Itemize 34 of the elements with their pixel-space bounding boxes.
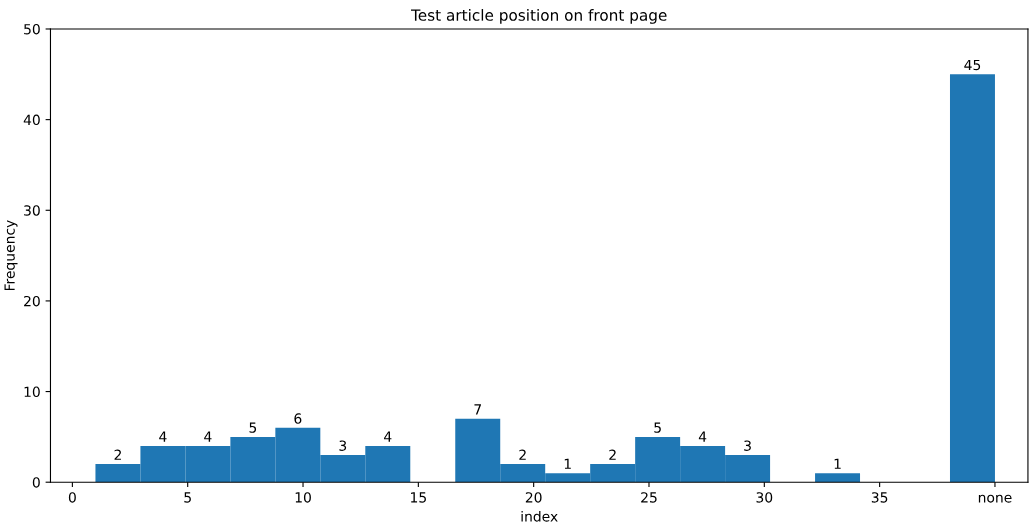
- y-tick-label: 40: [23, 114, 40, 126]
- y-tick-label: 0: [32, 477, 40, 488]
- data-label: 2: [609, 449, 616, 460]
- data-label: 4: [159, 431, 167, 442]
- data-label: 7: [474, 404, 481, 415]
- x-tick-label: 5: [184, 492, 191, 503]
- y-tick-label: 30: [24, 205, 40, 216]
- data-label: 3: [339, 440, 347, 451]
- data-label: 5: [249, 422, 257, 433]
- data-label: 5: [654, 422, 661, 433]
- x-tick-label: 20: [525, 492, 542, 503]
- data-label: 4: [384, 431, 392, 442]
- x-tick-label: none: [978, 494, 1012, 503]
- y-tick-label: 10: [24, 386, 40, 398]
- y-tick-label: 50: [24, 23, 40, 35]
- data-label: 2: [519, 449, 526, 460]
- x-tick-label: 0: [68, 492, 76, 503]
- y-tick-label: 20: [24, 295, 40, 307]
- data-label: 3: [744, 440, 751, 451]
- data-label: 6: [294, 413, 302, 424]
- x-tick-label: 10: [295, 492, 311, 503]
- x-tick-label: 35: [871, 492, 888, 503]
- data-label: 1: [834, 458, 841, 469]
- chart-title: Test article position on front page: [411, 9, 667, 24]
- data-label: 4: [204, 431, 212, 442]
- data-label: 4: [698, 431, 707, 442]
- x-tick-label: 25: [641, 492, 657, 503]
- data-label: 2: [114, 449, 121, 460]
- data-label: 1: [564, 458, 571, 469]
- y-axis-title: Frequency: [4, 220, 18, 291]
- x-axis-title: index: [521, 510, 558, 522]
- data-label: 45: [964, 59, 981, 71]
- x-tick-label: 15: [411, 492, 426, 503]
- x-tick-label: 30: [756, 492, 773, 503]
